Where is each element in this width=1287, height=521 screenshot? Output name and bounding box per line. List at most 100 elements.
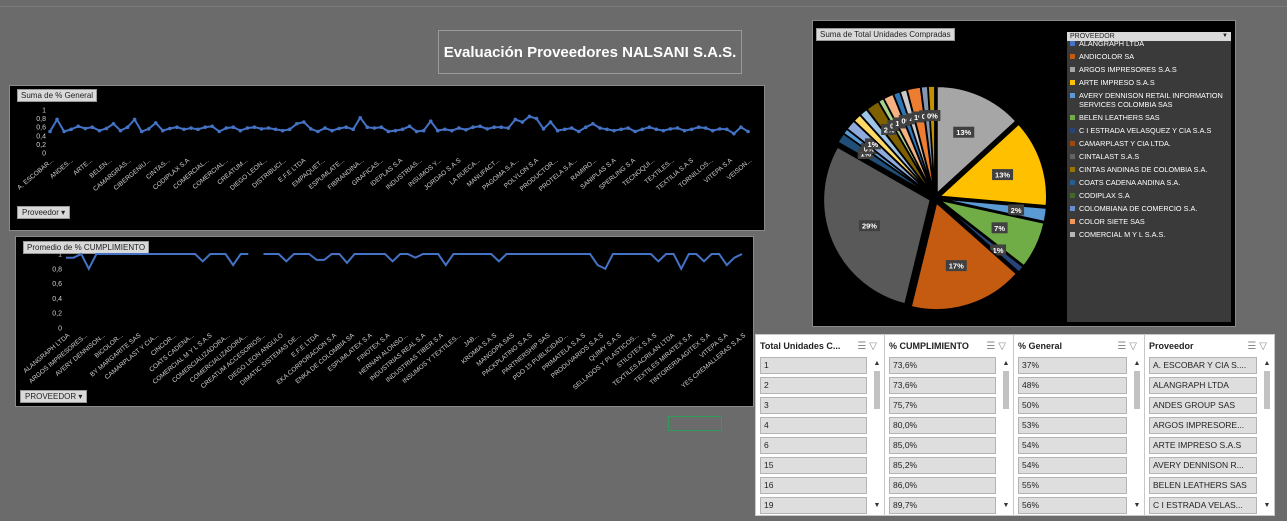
slicer-scrollbar[interactable]: ▲ ▼ [1262,359,1272,511]
slicer-item[interactable]: 73,6% [889,357,996,374]
data-point [76,124,81,129]
data-point [323,126,327,130]
multi-select-icon[interactable]: ☰ [1117,340,1130,352]
slicer-item[interactable]: ARGOS IMPRESORE... [1149,417,1257,434]
slicer-item[interactable]: 54% [1018,437,1127,454]
data-point [224,126,229,130]
slicer-item[interactable]: 75,7% [889,397,996,414]
scroll-down-icon[interactable]: ▼ [1002,502,1010,509]
data-point [605,127,609,132]
legend-label: COATS CADENA ANDINA S.A. [1079,178,1181,187]
slicer-item[interactable]: 80,0% [889,417,996,434]
slicer-item[interactable]: 50% [1018,397,1127,414]
legend-item: COLOMBIANA DE COMERCIO S.A. [1067,204,1231,213]
data-point [443,127,447,132]
legend-label: ALANGRAPH LTDA [1079,39,1145,48]
pie-slice[interactable] [936,85,1017,196]
scroll-thumb[interactable] [874,371,880,409]
scroll-down-icon[interactable]: ▼ [873,502,881,509]
clear-filter-icon[interactable]: ▽ [869,340,880,352]
slicer-item[interactable]: 1 [760,357,867,374]
slicer-item[interactable]: 54% [1018,457,1127,474]
slicer-item[interactable]: 86,0% [889,477,996,494]
legend-swatch [1070,93,1075,98]
clear-filter-icon[interactable]: ▽ [998,340,1009,352]
data-point [506,126,511,130]
y-tick-label: 0 [58,326,62,333]
slicer-item[interactable]: 2 [760,377,867,394]
multi-select-icon[interactable]: ☰ [986,340,999,352]
slicer-item[interactable]: AVERY DENNISON R... [1149,457,1257,474]
dashboard-title[interactable]: Evaluación Proveedores NALSANI S.A.S. [438,30,742,74]
slicer-item[interactable]: 89,7% [889,497,996,514]
scroll-up-icon[interactable]: ▲ [873,360,881,367]
legend-item: C I ESTRADA VELASQUEZ Y CIA S.A.S [1067,126,1231,135]
slicer-item[interactable]: ANDES GROUP SAS [1149,397,1257,414]
legend-label: COMERCIAL M Y L S.A.S. [1079,230,1166,239]
pie-slice[interactable] [910,201,1018,311]
scroll-down-icon[interactable]: ▼ [1133,502,1141,509]
slicer-scrollbar[interactable]: ▲ ▼ [1132,359,1142,511]
slicer-item[interactable]: BELEN LEATHERS SAS [1149,477,1257,494]
units-pie-chart[interactable]: Suma de Total Unidades Compradas 13% 13% 2… [812,20,1236,327]
scroll-up-icon[interactable]: ▲ [1002,360,1010,367]
legend-filter-button[interactable]: PROVEEDOR ▼ [1067,32,1231,41]
cumplimiento-chart[interactable]: Promedio de % CUMPLIMIENTO 1 0,8 0,6 0,4 0,2… [15,236,754,407]
y-tick-label: 0,4 [36,133,46,140]
slicer-scrollbar[interactable]: ▲ ▼ [872,359,882,511]
legend-swatch [1070,219,1075,224]
data-point [132,117,137,122]
slicer-item[interactable]: 48% [1018,377,1127,394]
slicer-item[interactable]: ARTE IMPRESO S.A.S [1149,437,1257,454]
slicer-item[interactable]: 56% [1018,497,1127,514]
scroll-thumb[interactable] [1264,371,1270,409]
multi-select-icon[interactable]: ☰ [857,340,870,352]
clear-filter-icon[interactable]: ▽ [1129,340,1140,352]
pie-slice[interactable] [937,123,1048,207]
data-point [478,124,482,129]
proveedor-field-button[interactable]: Proveedor ▾ [17,206,71,219]
selected-cell[interactable] [668,416,722,431]
slicer-item[interactable]: C I ESTRADA VELAS... [1149,497,1257,514]
slicer-item[interactable]: 37% [1018,357,1127,374]
slicer-item[interactable]: 4 [760,417,867,434]
scroll-up-icon[interactable]: ▲ [1133,360,1141,367]
slicer-item[interactable]: 85,0% [889,437,996,454]
slicer-general[interactable]: % General ☰▽ 37% 48% 50% 53% 54% 54% 55% 56% ▲ ▼ [1013,334,1145,516]
slicer-item[interactable]: 16 [760,477,867,494]
slicer-item[interactable]: 85,2% [889,457,996,474]
slicer-cumplimiento[interactable]: % CUMPLIMIENTO ☰▽ 73,6% 73,6% 75,7% 80,0% 85,0… [884,334,1014,516]
data-point [203,125,207,129]
slicer-item[interactable]: 6 [760,437,867,454]
slicer-item[interactable]: 3 [760,397,867,414]
scroll-up-icon[interactable]: ▲ [1263,360,1271,367]
slicer-item[interactable]: 19 [760,497,867,514]
proveedor-field-button-2[interactable]: PROVEEDOR ▾ [20,390,88,403]
data-point [287,127,292,132]
slicer-proveedor[interactable]: Proveedor ☰▽ A. ESCOBAR Y CIA S.... ALANGRA… [1144,334,1275,516]
data-point [576,129,581,134]
pie-slice[interactable] [939,198,1048,223]
slicer-item[interactable]: 73,6% [889,377,996,394]
data-point [661,128,666,133]
legend-item: ARTE IMPRESO S.A.S [1067,78,1231,87]
slicer-item[interactable]: A. ESCOBAR Y CIA S.... [1149,357,1257,374]
slicer-item[interactable]: 53% [1018,417,1127,434]
scroll-thumb[interactable] [1134,371,1140,409]
pie-label-box [945,260,967,272]
multi-select-icon[interactable]: ☰ [1247,340,1260,352]
scroll-thumb[interactable] [1003,371,1009,409]
scroll-down-icon[interactable]: ▼ [1263,502,1271,509]
slicer-item[interactable]: 15 [760,457,867,474]
slicer-total-unidades[interactable]: Total Unidades C... ☰▽ 1 2 3 4 6 15 16 19 ▲ ▼ [755,334,885,516]
legend-swatch [1070,193,1075,198]
general-percent-chart[interactable]: Suma de % General 1 0,8 0,6 0,4 0,2 0 A. ESCOB… [9,85,765,231]
slicer-scrollbar[interactable]: ▲ ▼ [1001,359,1011,511]
slicer-item[interactable]: ALANGRAPH LTDA [1149,377,1257,394]
legend-item: AVERY DENNISON RETAIL INFORMATION SERVIC… [1067,91,1231,109]
legend-item: CODIPLAX S.A [1067,191,1231,200]
clear-filter-icon[interactable]: ▽ [1259,340,1270,352]
sheet-top-strip [0,0,1287,7]
slicer-item[interactable]: 55% [1018,477,1127,494]
